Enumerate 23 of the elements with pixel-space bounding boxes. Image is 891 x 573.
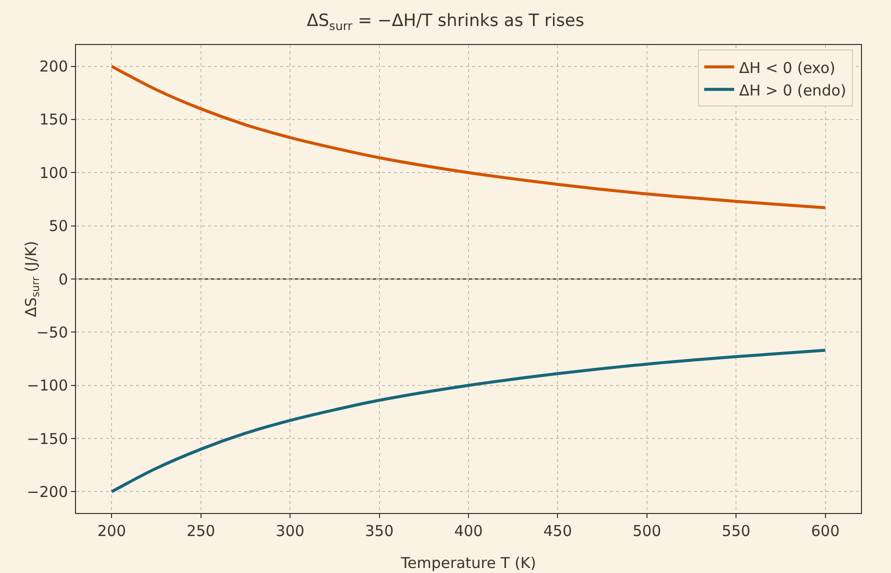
x-tick-label: 400	[454, 522, 483, 540]
y-tick-label: −150	[26, 430, 68, 448]
y-tick-label: −200	[26, 482, 68, 501]
x-axis-title: Temperature T (K)	[400, 554, 536, 572]
x-tick-label: 300	[276, 522, 304, 540]
y-tick-label: 0	[58, 270, 68, 288]
y-tick-label: 200	[39, 58, 68, 76]
y-tick-label: −50	[36, 323, 68, 342]
x-tick-label: 500	[632, 522, 662, 540]
x-tick-label: 550	[722, 522, 750, 540]
y-tick-label: 50	[48, 217, 68, 236]
x-tick-label: 250	[186, 522, 216, 540]
y-tick-label: −100	[26, 376, 68, 395]
x-tick-label: 350	[364, 522, 394, 540]
chart-title: ΔS$_{surr}$ = −ΔH/T shrinks as T rises	[306, 11, 584, 33]
x-tick-label: 200	[97, 522, 126, 540]
legend-label: ΔH > 0 (endo)	[739, 81, 846, 100]
x-tick-label: 600	[811, 522, 840, 540]
legend-label: ΔH < 0 (exo)	[739, 58, 836, 77]
y-tick-label: 150	[39, 110, 68, 129]
line-series	[110, 348, 827, 494]
y-tick-label: 100	[39, 164, 68, 182]
x-tick-label: 450	[543, 522, 572, 540]
